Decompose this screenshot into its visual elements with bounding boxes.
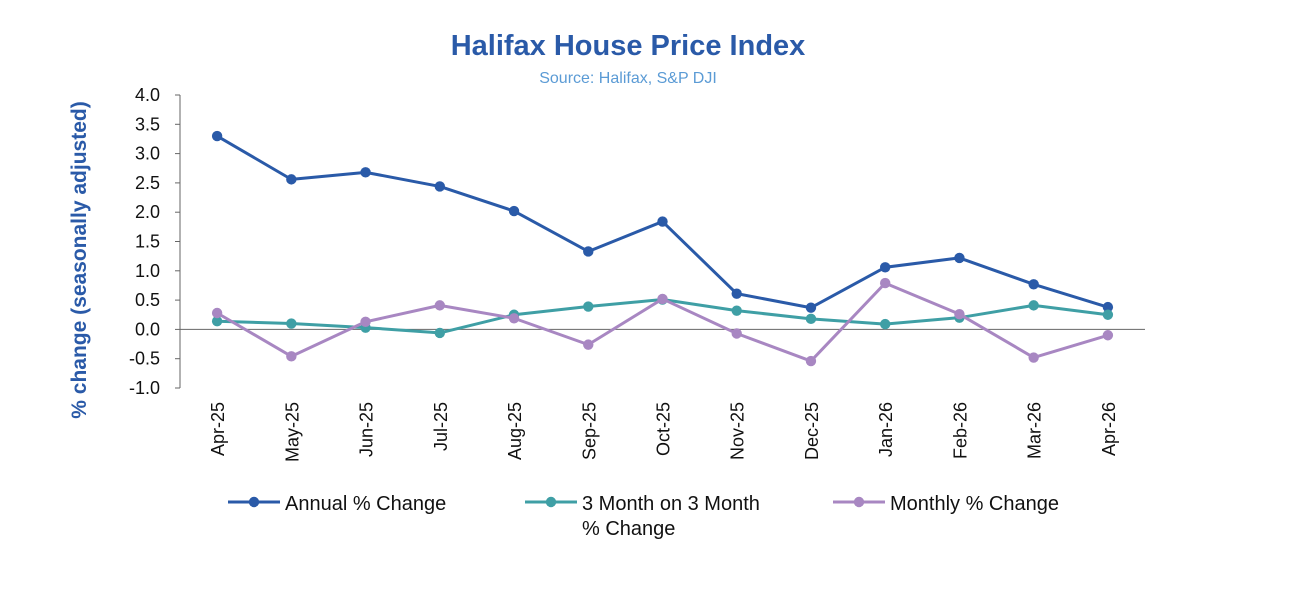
legend-label: 3 Month on 3 Month [582,493,760,515]
data-point [211,315,223,327]
data-point [286,318,297,329]
data-point [879,277,891,289]
x-tick-labels: Apr-25 May-25 Jun-25 Jul-25 Aug-25 Sep-25 Oct-… [208,402,1119,462]
y-tick-label: 0.5 [135,290,160,310]
data-point [1102,301,1114,313]
data-point [360,316,371,327]
series-2 [211,277,1114,367]
data-point [360,167,371,178]
data-point [434,300,446,311]
y-tick-label: 1.0 [135,261,160,281]
data-point [954,308,965,320]
data-point [211,307,223,319]
x-tick-label: Apr-25 [208,402,228,456]
x-tick-label: Apr-26 [1099,402,1119,456]
legend-swatch-marker [853,496,865,508]
data-point [1028,352,1039,363]
y-tick-label: 4.0 [135,85,160,105]
data-point [434,181,446,192]
data-point [434,327,446,339]
series-0 [211,130,1114,313]
x-tick-label: Feb-26 [950,402,970,459]
data-point [1028,279,1039,290]
data-point [1102,330,1114,341]
x-tick-label: May-25 [282,402,302,462]
legend: Annual % Change 3 Month on 3 Month % Chang… [228,493,1059,540]
x-tick-label: Nov-25 [728,402,748,460]
y-tick-label: 3.5 [135,114,160,134]
x-tick-label: Jul-25 [431,402,451,451]
y-tick-labels: 4.0 3.5 3.0 2.5 2.0 1.5 1.0 0.5 0.0 -0.5 -1.0 [129,85,160,398]
legend-item: 3 Month on 3 Month % Change [525,493,760,540]
y-tick-label: -0.5 [129,349,160,369]
y-tick-label: 0.0 [135,319,160,339]
y-tick-label: 1.5 [135,232,160,252]
data-point [805,302,817,313]
series-group [211,130,1114,367]
legend-item: Monthly % Change [833,493,1059,515]
x-tick-label: Oct-25 [654,402,674,456]
data-point [805,355,817,367]
data-point [805,313,817,325]
y-axis-label: % change (seasonally adjusted) [68,101,91,418]
data-point [1028,300,1039,311]
legend-label: Monthly % Change [890,493,1059,515]
x-tick-label: Dec-25 [802,402,822,460]
data-point [286,351,297,362]
y-tick-label: 3.0 [135,144,160,164]
legend-swatch-marker [248,496,260,508]
y-tick-label: 2.5 [135,173,160,193]
chart-subtitle: Source: Halifax, S&P DJI [539,70,717,87]
x-tick-label: Mar-26 [1025,402,1045,459]
legend-label: Annual % Change [285,493,446,515]
data-point [1102,309,1114,320]
data-point [731,305,742,316]
legend-label: % Change [582,518,675,540]
data-point [879,318,891,330]
x-tick-label: Jun-25 [357,402,377,457]
data-point [731,328,742,339]
data-point [657,293,668,305]
data-point [508,313,520,324]
y-tick-label: -1.0 [129,378,160,398]
legend-swatch-marker [545,496,557,508]
x-tick-label: Aug-25 [505,402,525,460]
data-point [731,288,742,299]
data-point [879,262,891,273]
data-point [583,301,594,312]
x-tick-label: Sep-25 [579,402,599,460]
legend-item: Annual % Change [228,493,446,515]
data-point [954,252,965,264]
data-point [286,174,297,185]
data-point [583,339,594,350]
data-point [508,205,520,217]
data-point [657,216,668,227]
data-point [583,246,594,257]
x-tick-label: Jan-26 [876,402,896,457]
y-tick-label: 2.0 [135,202,160,222]
data-point [211,130,223,142]
chart-title: Halifax House Price Index [451,30,806,62]
